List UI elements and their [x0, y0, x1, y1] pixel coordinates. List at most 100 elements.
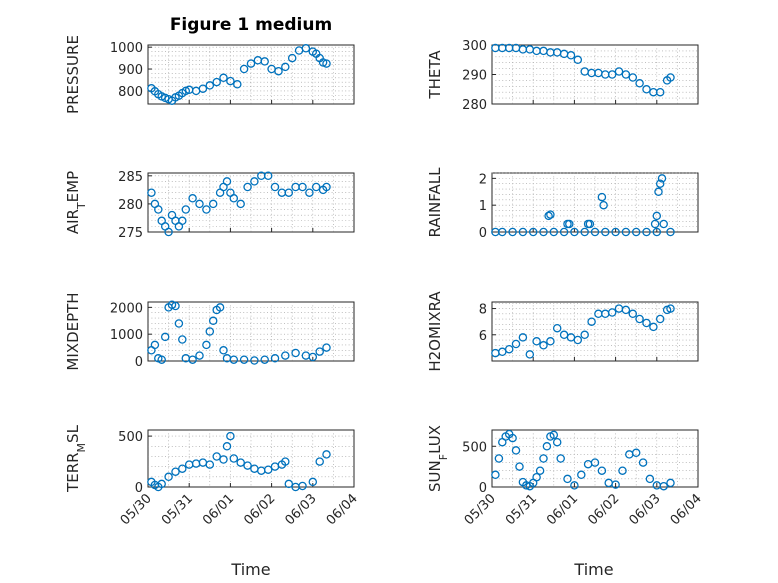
- subplot: 800 900 1000 PRESSURE: [64, 35, 355, 114]
- subplot: 0 1 2 RAINFALL: [426, 167, 699, 241]
- data-point: [239, 355, 249, 364]
- data-point: [546, 210, 555, 219]
- y-tick-label: 8: [479, 303, 487, 318]
- data-point: [308, 477, 318, 487]
- y-tick-label: 800: [118, 85, 143, 100]
- y-tick-label: 0: [479, 226, 487, 241]
- x-tick-label: 06/04: [668, 491, 705, 528]
- y-tick-label: 300: [462, 39, 487, 54]
- data-point: [322, 59, 331, 68]
- data-point: [298, 182, 307, 192]
- y-tick-label: 0: [135, 481, 143, 496]
- data-point: [205, 327, 215, 336]
- data-point: [666, 478, 675, 488]
- data-point: [188, 355, 197, 364]
- data-point: [573, 335, 583, 345]
- data-point: [291, 348, 300, 358]
- data-point: [652, 227, 662, 237]
- y-tick-label: 290: [462, 69, 487, 84]
- y-tick-label: 1000: [110, 41, 143, 56]
- data-point: [590, 458, 600, 467]
- data-point: [580, 330, 589, 340]
- data-point: [655, 179, 665, 188]
- subplot: 0 1000 2000 MIXDEPTH: [64, 292, 355, 371]
- data-point: [654, 187, 663, 197]
- data-point: [549, 227, 559, 237]
- data-point: [666, 227, 675, 237]
- y-tick-label: 0: [479, 481, 487, 496]
- subplot: 0 500 05/30 05/31 06/01 06/02 06/03 06/04 SUNFLU…: [426, 425, 705, 528]
- data-point: [532, 337, 541, 346]
- data-point: [205, 460, 215, 469]
- data-point: [174, 319, 184, 328]
- data-point: [628, 73, 638, 82]
- subplot-grid: 800 900 1000 PRESSURE 2 8 0 290 300 THETA 27528028…: [64, 35, 705, 528]
- data-point: [250, 356, 259, 365]
- data-point: [202, 340, 211, 350]
- data-point: [549, 430, 559, 440]
- data-point: [260, 355, 269, 364]
- data-point: [164, 472, 173, 482]
- data-point: [642, 85, 651, 94]
- data-point: [160, 332, 170, 342]
- data-point: [577, 470, 586, 480]
- y-tick-label: 1: [479, 199, 487, 214]
- data-point: [239, 64, 249, 74]
- data-point: [147, 188, 156, 197]
- data-point: [219, 346, 228, 355]
- subplot: 0 500 05/30 05/31 06/01 06/02 06/03 06/04 TERRMS…: [64, 424, 361, 528]
- data-point: [205, 81, 215, 90]
- data-point: [284, 188, 294, 197]
- data-point: [202, 205, 211, 214]
- x-tick-label: 05/31: [503, 491, 540, 528]
- data-point: [597, 192, 607, 202]
- data-point: [544, 211, 553, 221]
- subplot: 275 280 285 AIRTEMP: [64, 170, 355, 241]
- data-point: [236, 458, 245, 467]
- data-point: [250, 177, 259, 186]
- x-tick-label: 06/02: [241, 491, 278, 528]
- y-tick-label: 2: [479, 172, 487, 187]
- data-point: [229, 355, 239, 364]
- data-point: [511, 446, 521, 455]
- y-axis-label: THETA: [426, 50, 444, 100]
- y-axis-label: H2OMIXRA: [426, 291, 444, 372]
- data-point: [539, 227, 548, 237]
- data-point: [590, 227, 600, 237]
- data-point: [652, 211, 662, 221]
- data-point: [281, 457, 290, 466]
- data-point: [243, 461, 252, 470]
- y-tick-label: 900: [118, 63, 143, 78]
- data-point: [628, 309, 638, 319]
- data-point: [631, 227, 641, 237]
- data-point: [263, 171, 273, 181]
- data-point: [539, 341, 548, 350]
- data-point: [498, 227, 507, 237]
- y-tick-label: 275: [118, 226, 143, 241]
- y-tick-label: 1000: [110, 328, 143, 343]
- data-point: [233, 80, 242, 89]
- data-point: [635, 314, 644, 324]
- data-point: [618, 466, 627, 475]
- data-point: [601, 227, 610, 237]
- data-point: [607, 70, 617, 79]
- y-axis-label: PRESSURE: [64, 35, 82, 114]
- data-point: [208, 316, 218, 326]
- data-point: [599, 200, 608, 210]
- data-point: [621, 227, 631, 237]
- figure-title: Figure 1 medium: [170, 15, 332, 35]
- data-point: [311, 182, 321, 192]
- y-axis-label: SUNFLUX: [426, 425, 450, 492]
- data-point: [308, 352, 318, 362]
- data-point: [657, 174, 667, 183]
- data-point: [508, 433, 517, 443]
- data-point: [515, 462, 524, 471]
- data-point: [552, 437, 562, 447]
- data-point: [650, 219, 660, 229]
- data-point: [195, 199, 204, 209]
- data-point: [178, 335, 187, 344]
- data-point: [219, 73, 228, 83]
- data-point: [260, 57, 269, 66]
- data-point: [281, 62, 290, 72]
